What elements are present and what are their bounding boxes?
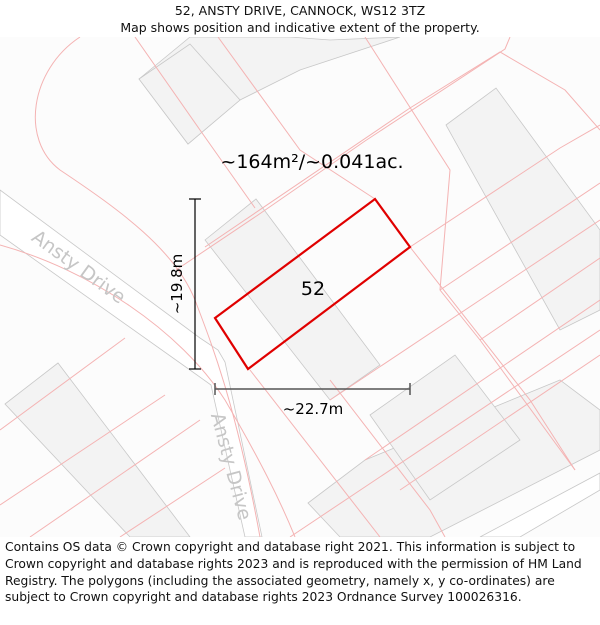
map-subtitle: Map shows position and indicative extent… — [120, 20, 480, 35]
height-dimension-line — [189, 198, 201, 370]
parcel-boundaries — [0, 37, 600, 537]
plot-number-label: 52 — [301, 278, 325, 300]
copyright-attribution: Contains OS data © Crown copyright and d… — [5, 540, 582, 605]
roads — [0, 189, 600, 537]
map-header: 52, ANSTY DRIVE, CANNOCK, WS12 3TZ Map s… — [0, 0, 600, 37]
street-label-ansty-drive-west: Ansty Drive — [27, 226, 129, 309]
property-boundary-highlight[interactable] — [213, 197, 412, 371]
street-label-ansty-drive-south: Ansty Drive — [206, 410, 256, 522]
width-dimension-label: ~22.7m — [283, 400, 344, 418]
height-dimension-label: ~19.8m — [168, 254, 186, 315]
width-dimension-line — [214, 383, 411, 395]
buildings — [4, 37, 600, 537]
property-map[interactable]: Ansty Drive Ansty Drive 52 ~164m²/~0.041… — [0, 37, 600, 537]
area-label: ~164m²/~0.041ac. — [220, 151, 403, 173]
property-address-title: 52, ANSTY DRIVE, CANNOCK, WS12 3TZ — [174, 3, 426, 18]
